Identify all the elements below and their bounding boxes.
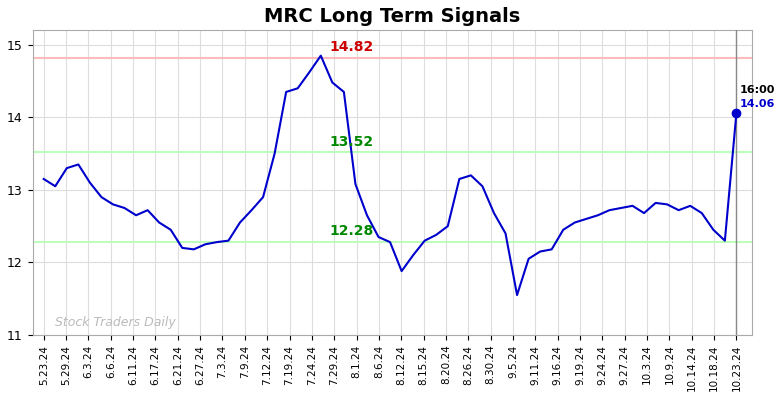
Text: 12.28: 12.28 [329,224,373,238]
Text: 14.82: 14.82 [329,40,373,54]
Text: 13.52: 13.52 [329,135,373,148]
Text: 14.06: 14.06 [740,100,775,109]
Text: 16:00: 16:00 [740,85,775,95]
Text: Stock Traders Daily: Stock Traders Daily [55,316,176,329]
Title: MRC Long Term Signals: MRC Long Term Signals [264,7,521,26]
